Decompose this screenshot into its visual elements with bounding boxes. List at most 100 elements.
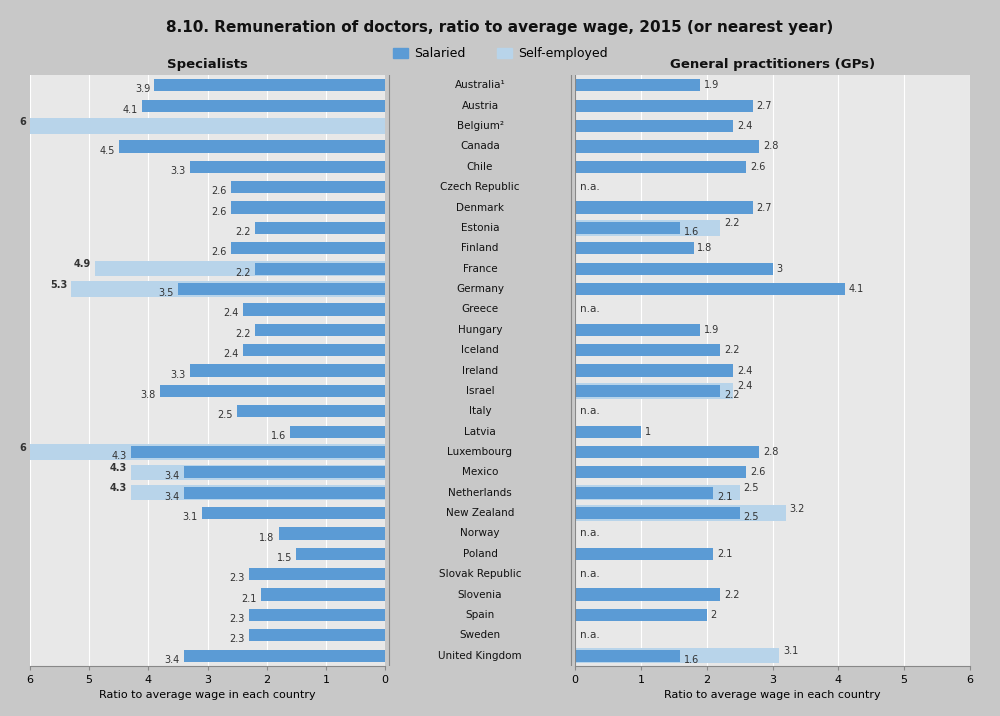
- Text: Belgium²: Belgium²: [456, 121, 504, 131]
- Bar: [575, 485, 740, 500]
- Bar: [575, 505, 786, 521]
- Text: 2.5: 2.5: [744, 483, 759, 493]
- Text: Israel: Israel: [466, 386, 494, 396]
- Bar: [131, 446, 385, 458]
- Text: n.a.: n.a.: [580, 630, 600, 640]
- Bar: [575, 446, 759, 458]
- Text: Denmark: Denmark: [456, 203, 504, 213]
- Text: Norway: Norway: [460, 528, 500, 538]
- Bar: [237, 405, 385, 417]
- Text: 2.8: 2.8: [763, 447, 779, 457]
- Bar: [249, 609, 385, 621]
- Bar: [575, 283, 845, 295]
- Text: 1.6: 1.6: [271, 431, 286, 441]
- Text: 5.3: 5.3: [50, 279, 67, 289]
- Text: 4.3: 4.3: [109, 483, 126, 493]
- Text: Hungary: Hungary: [458, 325, 502, 335]
- Title: Specialists: Specialists: [167, 58, 248, 71]
- Bar: [278, 528, 385, 540]
- Bar: [154, 79, 385, 92]
- Text: 3.1: 3.1: [783, 647, 798, 657]
- Text: 2.1: 2.1: [241, 594, 257, 604]
- Text: 6: 6: [19, 442, 26, 453]
- Bar: [575, 263, 772, 275]
- Text: 2.4: 2.4: [737, 121, 752, 131]
- Bar: [575, 364, 733, 377]
- Text: Ireland: Ireland: [462, 366, 498, 375]
- Text: 3.2: 3.2: [790, 503, 805, 513]
- Text: 2.2: 2.2: [724, 218, 739, 228]
- Bar: [575, 487, 713, 499]
- Bar: [575, 79, 700, 92]
- Text: 2.7: 2.7: [757, 101, 772, 111]
- Text: Luxembourg: Luxembourg: [448, 447, 512, 457]
- Text: United Kingdom: United Kingdom: [438, 651, 522, 661]
- Text: 4.1: 4.1: [849, 284, 864, 294]
- Bar: [290, 425, 385, 437]
- Text: 3.9: 3.9: [135, 84, 150, 95]
- Text: 1.9: 1.9: [704, 325, 719, 335]
- Text: 2: 2: [711, 610, 717, 620]
- Text: Netherlands: Netherlands: [448, 488, 512, 498]
- Bar: [30, 445, 385, 460]
- Bar: [575, 548, 713, 560]
- Bar: [575, 589, 720, 601]
- Text: Sweden: Sweden: [459, 630, 501, 640]
- Text: 4.5: 4.5: [99, 145, 115, 155]
- Bar: [95, 261, 385, 276]
- Text: 2.2: 2.2: [235, 227, 251, 237]
- Bar: [575, 242, 694, 254]
- Text: Austria: Austria: [461, 101, 499, 111]
- Bar: [184, 466, 385, 478]
- Text: 3.1: 3.1: [182, 512, 197, 522]
- Text: 6: 6: [19, 117, 26, 127]
- Text: n.a.: n.a.: [580, 528, 600, 538]
- Text: 4.1: 4.1: [123, 105, 138, 115]
- Bar: [131, 465, 385, 480]
- Bar: [119, 140, 385, 153]
- Bar: [249, 629, 385, 642]
- Bar: [202, 507, 385, 519]
- Text: 2.6: 2.6: [212, 248, 227, 257]
- Bar: [71, 281, 385, 296]
- Text: 3.4: 3.4: [164, 471, 180, 481]
- Bar: [575, 100, 753, 112]
- Text: 2.5: 2.5: [744, 512, 759, 522]
- Bar: [575, 466, 746, 478]
- Bar: [575, 648, 779, 663]
- Bar: [575, 507, 740, 519]
- Text: 2.4: 2.4: [737, 366, 752, 375]
- Text: 2.3: 2.3: [229, 634, 245, 644]
- Bar: [249, 568, 385, 581]
- Bar: [575, 609, 707, 621]
- Text: Italy: Italy: [469, 406, 491, 416]
- Text: 3.4: 3.4: [164, 654, 180, 664]
- Text: Mexico: Mexico: [462, 468, 498, 478]
- Text: 3: 3: [776, 263, 783, 274]
- Text: Finland: Finland: [461, 243, 499, 253]
- Text: 1.9: 1.9: [704, 80, 719, 90]
- Bar: [575, 160, 746, 173]
- Text: Czech Republic: Czech Republic: [440, 182, 520, 192]
- Title: General practitioners (GPs): General practitioners (GPs): [670, 58, 875, 71]
- Text: n.a.: n.a.: [580, 182, 600, 192]
- Text: 2.1: 2.1: [717, 492, 733, 502]
- Bar: [575, 140, 759, 153]
- Text: 2.2: 2.2: [724, 589, 739, 599]
- Text: 3.4: 3.4: [164, 492, 180, 502]
- Bar: [575, 222, 680, 234]
- Text: 2.6: 2.6: [750, 162, 765, 172]
- Text: Greece: Greece: [461, 304, 499, 314]
- Text: 8.10. Remuneration of doctors, ratio to average wage, 2015 (or nearest year): 8.10. Remuneration of doctors, ratio to …: [166, 20, 834, 35]
- Text: 2.4: 2.4: [223, 349, 239, 359]
- Text: 2.6: 2.6: [212, 207, 227, 217]
- Text: 4.9: 4.9: [74, 259, 91, 269]
- Text: 1.8: 1.8: [697, 243, 713, 253]
- Bar: [255, 222, 385, 234]
- Bar: [231, 181, 385, 193]
- Bar: [160, 384, 385, 397]
- Text: 2.2: 2.2: [724, 345, 739, 355]
- Bar: [255, 263, 385, 275]
- Text: 1.6: 1.6: [684, 654, 700, 664]
- Bar: [243, 344, 385, 357]
